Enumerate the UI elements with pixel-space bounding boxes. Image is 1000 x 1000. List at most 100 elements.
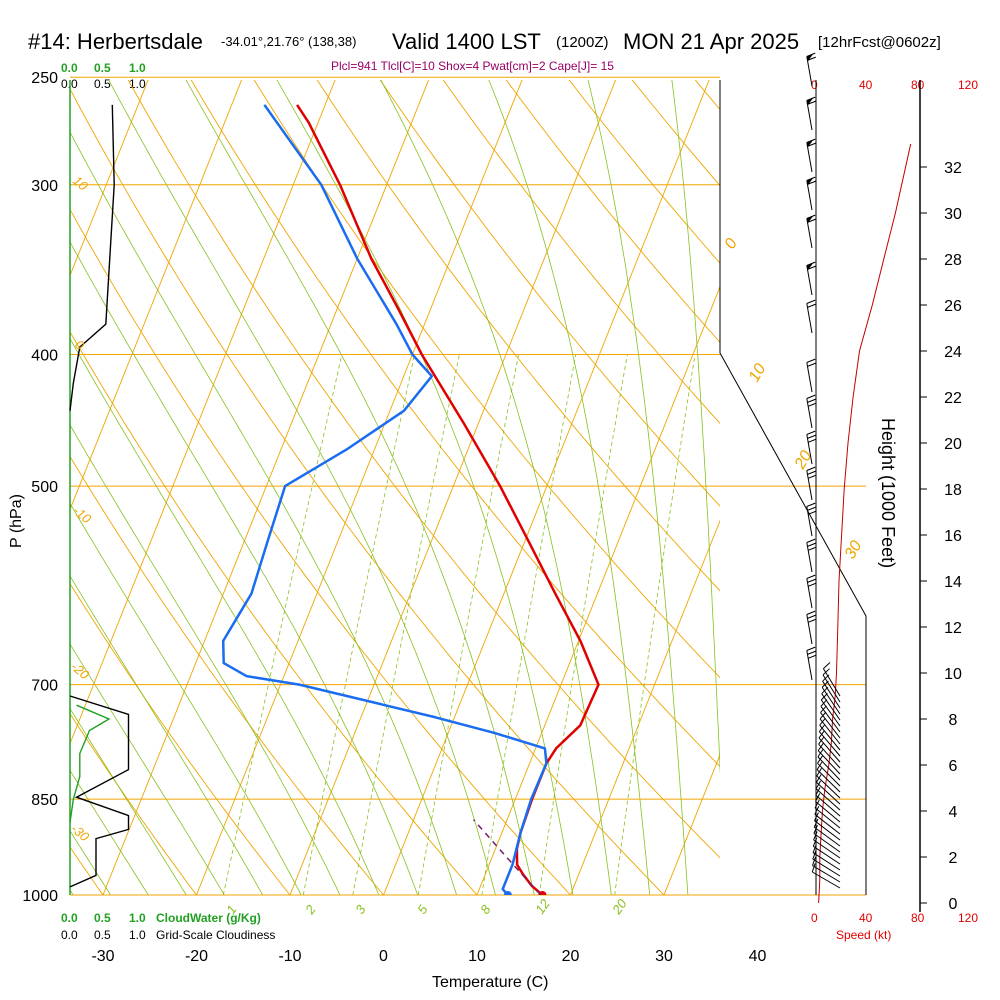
mixing-ratio-lines [222, 354, 696, 895]
wind-barb-feather [808, 474, 817, 479]
wind-barb-pennant [806, 97, 814, 106]
dry-adiabat-line [70, 330, 478, 895]
wind-barb-feather [806, 138, 816, 143]
dry-adiabat-line [253, 80, 720, 679]
isotherm-lines [0, 0, 720, 895]
pressure-tick-label: 300 [31, 178, 58, 195]
wind-barb-feather [807, 142, 816, 147]
cloudwater-scale-top: 0.0 0.5 1.0 [61, 61, 146, 75]
wind-barb-feather [806, 394, 816, 399]
moist-adiabat-line [70, 424, 341, 895]
moist-adiabat-line [70, 707, 187, 895]
isotherm-line [570, 519, 720, 895]
cloudwater-line [69, 704, 111, 823]
wind-barb-feather [806, 52, 816, 57]
speed-scale-top: 0 40 80 120 [811, 78, 978, 92]
cloudwater-scale-bottom: 0.0 0.5 1.0 CloudWater (g/Kg) [61, 911, 261, 925]
wind-barb-staff [806, 398, 813, 429]
wind-barb-staff [822, 668, 841, 697]
height-tick-label: 20 [944, 436, 962, 453]
wind-barb-feather [806, 299, 816, 304]
wind-barb-staff [806, 362, 813, 393]
moist-adiabat-line [70, 830, 112, 895]
wind-speed-profile [818, 143, 912, 904]
wind-barb-feather [807, 100, 816, 105]
isotherm-line [289, 80, 617, 895]
height-tick-label: 2 [949, 850, 958, 867]
wind-barb-staff [817, 750, 841, 775]
wind-barb-feather [815, 786, 821, 796]
wind-barb-feather [807, 180, 816, 185]
dry-adiabat-label: -10 [70, 503, 95, 527]
parcel-path-line [473, 819, 542, 895]
wind-barb-pennant [806, 177, 814, 186]
cloudwater-tick: 0.5 [94, 61, 111, 75]
mixing-ratio-line [417, 354, 519, 895]
wind-barb-staff [806, 542, 813, 573]
cloudiness-tick: 0.5 [94, 77, 111, 91]
cloudwater-tick: 1.0 [129, 911, 146, 925]
cloudwater-tick: 1.0 [129, 61, 146, 75]
dry-adiabat-line [631, 80, 720, 187]
moist-adiabat-line [276, 80, 574, 895]
wind-barb-feather [808, 618, 817, 623]
valid-time: Valid 1400 LST [392, 29, 541, 54]
wind-barb-pennant [806, 215, 814, 224]
wind-barb-staff [812, 852, 841, 871]
wind-barb-feather [807, 56, 816, 61]
wind-barb-staff [806, 218, 813, 249]
dewpoint-line [221, 104, 548, 895]
wind-barb-staff [821, 693, 841, 721]
wind-barb-feather [808, 438, 817, 443]
wind-barb-feather [806, 214, 816, 219]
wind-barb-staff [816, 781, 841, 805]
wind-barb-staff [816, 775, 841, 799]
height-tick-label: 4 [949, 804, 958, 821]
cloudwater-tick: 0.0 [61, 61, 78, 75]
wind-barb-staff [818, 731, 841, 757]
mixing-ratio-line [538, 354, 628, 895]
pressure-tick-label: 400 [31, 347, 58, 364]
cloudiness-line [69, 695, 130, 888]
cloud-profiles [69, 104, 130, 888]
y-axis-title: P (hPa) [8, 494, 25, 548]
dry-adiabat-line [127, 80, 720, 859]
wind-barb-staff [815, 801, 841, 823]
isotherm-line [383, 80, 710, 895]
wind-barb-staff [806, 265, 813, 296]
temperature-line [296, 104, 600, 895]
cloudiness-scale-top: 0.0 0.5 1.0 [61, 77, 146, 91]
wind-barb-feather [806, 574, 816, 579]
wind-barb-feather [815, 780, 822, 789]
mixing-ratio-label: 2 [302, 902, 319, 918]
moist-adiabat-line [671, 80, 720, 775]
wind-barb-feather [813, 825, 818, 834]
wind-barb-feather [807, 303, 816, 308]
temperature-tick-label: -20 [185, 948, 208, 965]
height-axis-title: Height (1000 Feet) [878, 418, 898, 568]
pressure-tick-label: 500 [31, 479, 58, 496]
isotherm-label: 20 [791, 448, 815, 473]
wind-barb-feather [808, 654, 817, 659]
speed-tick: 120 [958, 911, 978, 925]
height-tick-label: 16 [944, 528, 962, 545]
height-tick-label: 24 [944, 344, 962, 361]
dry-adiabat-line [70, 88, 665, 895]
cloudiness-tick: 1.0 [129, 77, 146, 91]
wind-barb-feather [806, 358, 816, 363]
wind-barb-feather [813, 818, 819, 828]
moist-adiabat-line [70, 769, 149, 895]
wind-barb-staff [812, 871, 841, 889]
dry-adiabat-lines [70, 80, 720, 895]
wind-barb-feather [812, 856, 816, 866]
moist-adiabat-line [70, 241, 419, 895]
wind-barb-staff [814, 820, 841, 841]
moist-adiabat-lines [70, 80, 720, 895]
wind-barb-staff [816, 769, 841, 793]
wind-barb-staff [817, 762, 841, 787]
wind-barb-feather [808, 582, 817, 587]
isotherm-line [0, 0, 15, 895]
